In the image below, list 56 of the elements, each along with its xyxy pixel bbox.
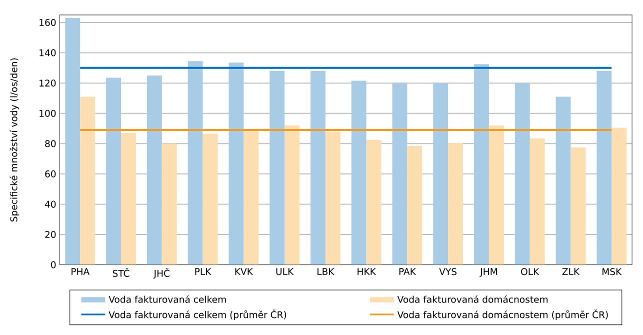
x-tick-label: STČ [112, 268, 130, 277]
bar [433, 82, 448, 265]
x-tick-label: KVK [235, 268, 254, 275]
y-axis-title: Specifické množství vody (l/os/den) [10, 58, 20, 222]
x-tick-label: PLK [195, 268, 212, 275]
bar [121, 132, 136, 265]
bar [310, 70, 326, 265]
y-tick-label: 120 [40, 79, 56, 86]
bar [514, 82, 530, 265]
x-tick-label: OLK [521, 268, 540, 275]
bar [407, 146, 422, 265]
y-tick-label: 60 [45, 170, 56, 178]
y-tick-label: 80 [45, 140, 56, 147]
x-tick-label: ZLK [562, 268, 580, 275]
bar [284, 125, 300, 265]
bar [556, 96, 571, 265]
bar [366, 140, 382, 265]
legend-label: Voda fakturovaná celkem (průměr ČR) [108, 309, 286, 320]
x-tick-label: ULK [276, 268, 294, 275]
x-tick-label: PHA [72, 268, 90, 275]
bar [448, 142, 463, 265]
bar [325, 131, 340, 265]
legend-label: Voda fakturovaná domácnostem [397, 295, 548, 303]
bar [488, 125, 504, 265]
bar [596, 70, 612, 265]
x-tick-label: JHČ [153, 268, 170, 278]
bar [65, 18, 80, 265]
y-tick-label: 140 [40, 49, 56, 56]
bar [244, 130, 259, 265]
bar [202, 134, 218, 265]
y-tick-label: 20 [45, 230, 56, 238]
bar [392, 82, 408, 265]
bar [228, 62, 244, 265]
legend-label: Voda fakturovaná domácnostem (průměr ČR) [397, 309, 608, 320]
bar [162, 143, 177, 265]
bar [474, 64, 489, 265]
bar [530, 138, 545, 265]
y-tick-label: 0 [51, 261, 56, 268]
x-tick-label: VYS [439, 268, 457, 275]
x-tick-label: LBK [318, 268, 334, 275]
x-tick-label: MSK [602, 268, 622, 275]
bar [612, 128, 627, 265]
x-tick-label: JHM [480, 268, 497, 277]
y-tick-label: 100 [40, 110, 56, 117]
bar [80, 96, 96, 265]
y-tick-label: 160 [40, 18, 56, 26]
legend-label: Voda fakturovaná celkem [108, 295, 226, 303]
bar [106, 78, 122, 265]
bar [270, 70, 285, 265]
bar [570, 147, 586, 265]
x-tick-label: HKK [358, 268, 376, 275]
y-tick-label: 40 [44, 200, 56, 208]
bar [188, 60, 203, 265]
bar [351, 80, 366, 265]
x-tick-label: PAK [399, 268, 416, 275]
bar [146, 75, 162, 265]
